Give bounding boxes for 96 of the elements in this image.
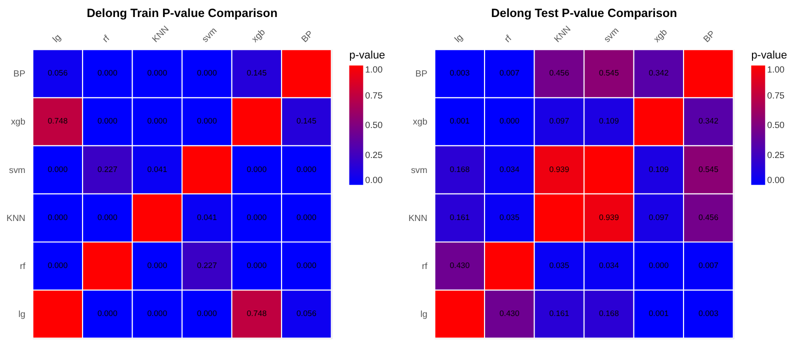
color-bar-label: 1.00 <box>365 64 383 75</box>
data-label: 0.000 <box>48 164 68 174</box>
x-tick-label: rf <box>502 32 514 44</box>
data-label: 0.168 <box>450 164 470 174</box>
color-bar-label: 0.25 <box>767 150 785 160</box>
y-tick-label: lg <box>420 309 428 320</box>
y-tick-label: BP <box>415 68 428 79</box>
data-label: 0.000 <box>296 212 317 222</box>
y-tick-label: rf <box>20 261 26 272</box>
data-label: 0.145 <box>296 116 317 126</box>
data-label: 0.939 <box>549 164 570 174</box>
x-tick-label: xgb <box>652 26 669 44</box>
data-label: 0.007 <box>698 261 719 270</box>
y-tick-label: KNN <box>6 212 26 223</box>
chart-title: Delong Test P-value Comparison <box>491 6 678 20</box>
y-tick-label: svm <box>8 164 26 175</box>
data-label: 0.001 <box>648 309 670 318</box>
x-tick-label: rf <box>100 32 112 44</box>
x-tick-label: xgb <box>250 26 267 44</box>
data-label: 0.430 <box>450 261 470 270</box>
data-label: 0.000 <box>147 116 168 126</box>
data-label: 0.000 <box>48 212 68 222</box>
data-label: 0.034 <box>499 164 520 174</box>
data-label: 0.000 <box>296 261 317 270</box>
y-tick-label: svm <box>410 164 428 175</box>
data-label: 0.000 <box>147 261 168 270</box>
x-tick-label: svm <box>602 25 621 44</box>
data-label: 0.056 <box>296 309 317 318</box>
data-label: 0.035 <box>549 261 570 270</box>
data-label: 0.097 <box>549 116 570 126</box>
data-label: 0.939 <box>598 212 620 222</box>
data-label: 0.227 <box>197 261 218 270</box>
data-label: 0.109 <box>598 116 620 126</box>
data-label: 0.430 <box>499 309 520 318</box>
legend-title: p-value <box>751 50 788 62</box>
data-label: 0.161 <box>549 309 570 318</box>
data-label: 0.000 <box>98 309 118 318</box>
y-tick-label: lg <box>18 309 26 320</box>
data-label: 0.097 <box>648 212 670 222</box>
color-bar-label: 0.25 <box>365 150 383 160</box>
data-label: 0.109 <box>648 164 670 174</box>
color-bar-label: 1.00 <box>767 64 785 75</box>
chart-title: Delong Train P-value Comparison <box>86 6 278 20</box>
x-tick-label: BP <box>701 28 717 44</box>
data-label: 0.545 <box>598 68 620 78</box>
data-label: 0.000 <box>98 116 118 126</box>
data-label: 0.000 <box>98 68 118 78</box>
y-tick-label: KNN <box>408 212 428 223</box>
data-label: 0.056 <box>48 68 68 78</box>
data-label: 0.000 <box>98 212 118 222</box>
data-label: 0.000 <box>147 309 168 318</box>
color-bar-label: 0.00 <box>365 174 383 185</box>
color-bar-label: 0.75 <box>767 90 785 100</box>
data-label: 0.041 <box>197 212 218 222</box>
legend-title: p-value <box>349 50 386 62</box>
data-label: 0.456 <box>549 68 570 78</box>
x-tick-label: lg <box>452 32 465 44</box>
data-label: 0.748 <box>246 309 268 318</box>
data-label: 0.000 <box>499 116 520 126</box>
data-label: 0.545 <box>698 164 719 174</box>
data-label: 0.000 <box>648 261 670 270</box>
data-label: 0.007 <box>499 68 520 78</box>
data-label: 0.748 <box>48 116 68 126</box>
data-label: 0.000 <box>147 68 168 78</box>
data-label: 0.000 <box>48 261 68 270</box>
y-tick-label: xgb <box>412 116 428 127</box>
data-label: 0.342 <box>698 116 719 126</box>
data-label: 0.168 <box>598 309 620 318</box>
data-label: 0.001 <box>450 116 470 126</box>
x-tick-label: svm <box>200 25 219 44</box>
data-label: 0.000 <box>246 212 268 222</box>
color-bar-label: 0.50 <box>767 120 785 130</box>
data-label: 0.456 <box>698 212 719 222</box>
data-label: 0.227 <box>98 164 118 174</box>
data-label: 0.003 <box>698 309 719 318</box>
data-label: 0.035 <box>499 212 520 222</box>
data-label: 0.000 <box>197 116 218 126</box>
y-tick-label: xgb <box>10 116 26 127</box>
data-label: 0.342 <box>648 68 670 78</box>
data-label: 0.000 <box>296 164 317 174</box>
data-label: 0.034 <box>598 261 620 270</box>
x-tick-label: lg <box>50 32 63 44</box>
data-label: 0.041 <box>147 164 168 174</box>
y-tick-label: BP <box>13 68 26 79</box>
data-label: 0.000 <box>197 68 218 78</box>
x-tick-label: BP <box>299 28 315 44</box>
data-label: 0.000 <box>197 309 218 318</box>
y-tick-label: rf <box>422 261 428 272</box>
data-label: 0.161 <box>450 212 470 222</box>
color-bar-label: 0.00 <box>767 174 785 185</box>
color-bar-label: 0.75 <box>365 90 383 100</box>
data-label: 0.145 <box>246 68 268 78</box>
data-label: 0.000 <box>246 261 268 270</box>
data-label: 0.003 <box>450 68 470 78</box>
color-bar-label: 0.50 <box>365 120 383 130</box>
data-label: 0.000 <box>246 164 268 174</box>
